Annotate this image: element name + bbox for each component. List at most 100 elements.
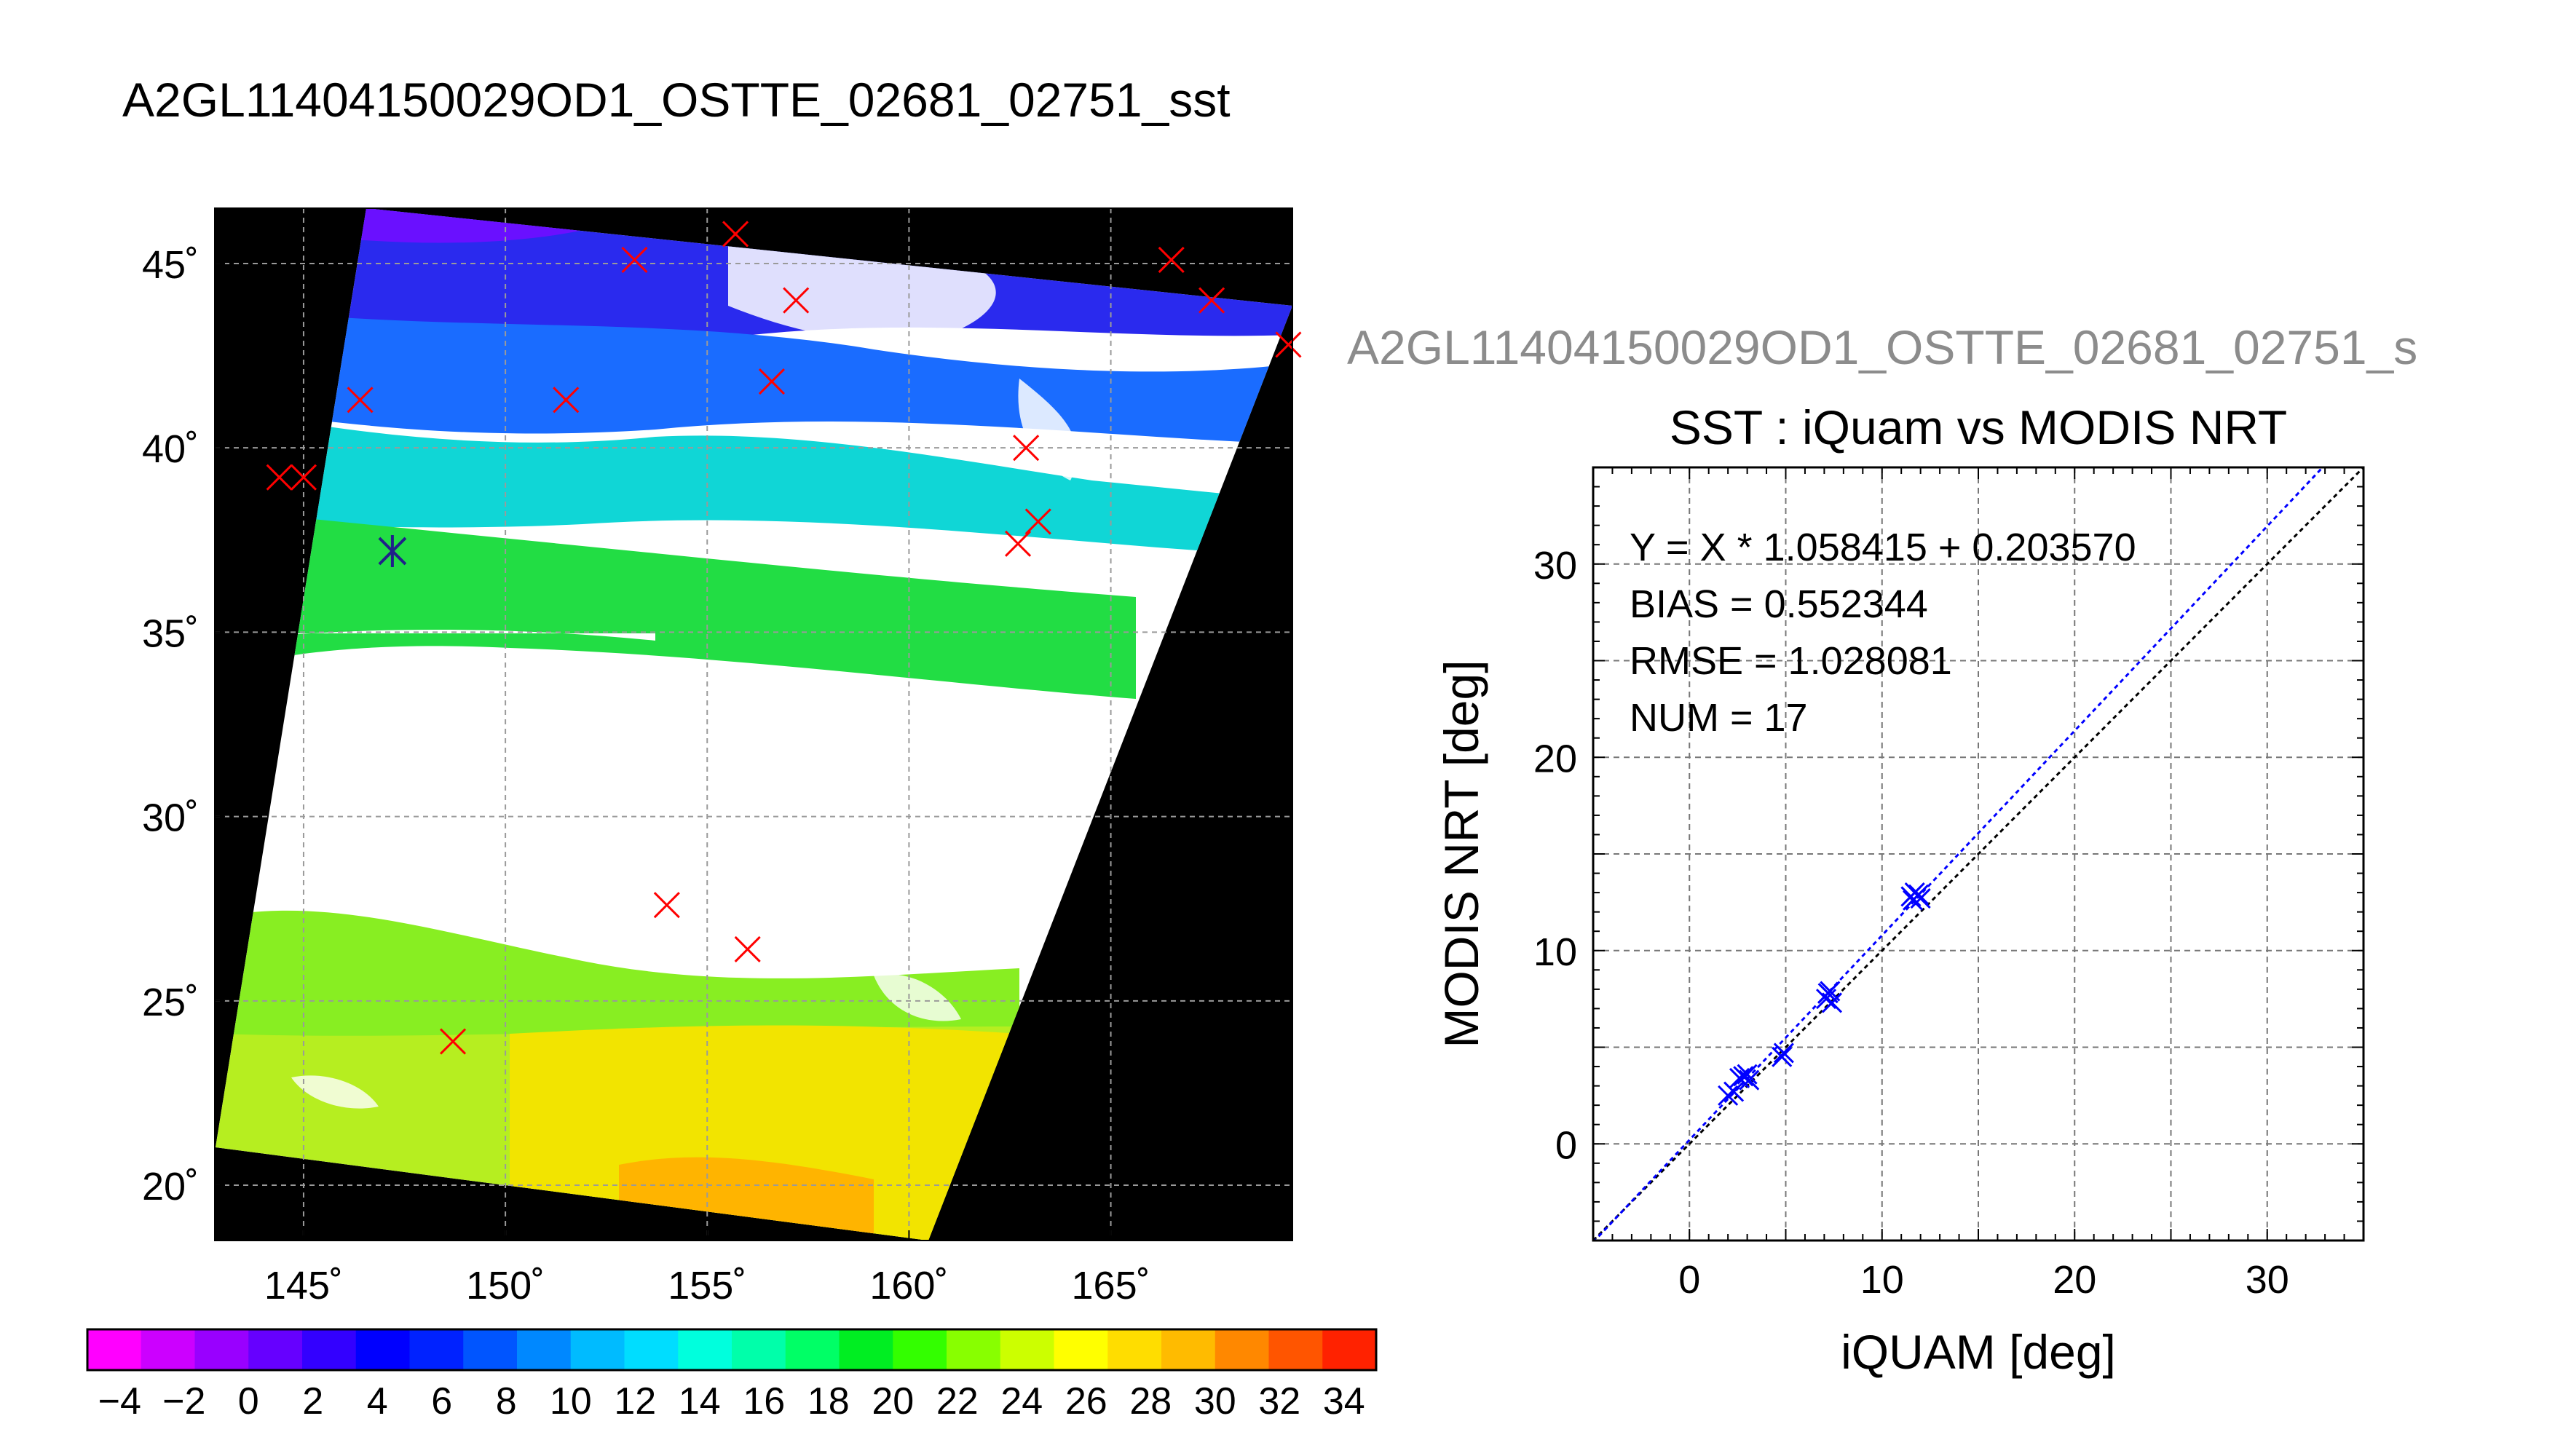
colorbar-tick-label: 4 bbox=[367, 1380, 388, 1423]
rmse-label: RMSE = 1.028081 bbox=[1630, 639, 1952, 683]
map-marker-red bbox=[553, 387, 580, 414]
scatter-point bbox=[1910, 888, 1931, 909]
map-marker-red-stroke bbox=[653, 892, 680, 919]
colorbar-tick-label: 12 bbox=[614, 1380, 656, 1423]
scatter-point bbox=[1737, 1064, 1758, 1085]
scatter-point-stroke bbox=[1772, 1046, 1793, 1067]
scatter-x-tick-label: 10 bbox=[1860, 1258, 1904, 1302]
map-y-tick-label: 30˚ bbox=[142, 796, 199, 840]
scatter-ticks: 0 10 20 30 0 10 20 30 bbox=[1533, 467, 2364, 1302]
scatter-point-stroke bbox=[1723, 1081, 1745, 1102]
scatter-point bbox=[1733, 1066, 1754, 1087]
colorbar-cell bbox=[355, 1329, 411, 1370]
scatter-subtitle: A2GL11404150029OD1_OSTTE_02681_02751_s bbox=[1347, 320, 2417, 374]
satellite-swath bbox=[216, 208, 1292, 1241]
map-marker-red bbox=[1158, 246, 1185, 273]
map-marker-red bbox=[266, 464, 293, 491]
scatter-point bbox=[1718, 1085, 1739, 1106]
colorbar-cell bbox=[1107, 1329, 1162, 1370]
num-label: NUM = 17 bbox=[1630, 696, 1808, 740]
scatter-title: SST : iQuam vs MODIS NRT bbox=[1670, 400, 2287, 454]
one-to-one-line bbox=[1593, 467, 2364, 1241]
colorbar-cell bbox=[570, 1329, 625, 1370]
colorbar-tick-label: 32 bbox=[1258, 1380, 1300, 1423]
colorbar-cell bbox=[1215, 1329, 1270, 1370]
map-marker-red bbox=[1275, 331, 1302, 358]
sst-map: 145˚ 150˚ 155˚ 160˚ 165˚ 20˚ 25˚ 30˚ 35˚ 40˚ 45˚ bbox=[142, 207, 1302, 1307]
map-marker-red bbox=[1198, 287, 1225, 314]
map-marker-red bbox=[1005, 530, 1032, 557]
scatter-point bbox=[1903, 890, 1924, 911]
map-x-tick-label: 165˚ bbox=[1072, 1264, 1150, 1307]
colorbar-cells bbox=[87, 1329, 1377, 1370]
colorbar-tick-label: 34 bbox=[1323, 1380, 1365, 1423]
scatter-annotations: Y = X * 1.058415 + 0.203570 BIAS = 0.552… bbox=[1630, 526, 2136, 740]
colorbar: −4 −2 0 2 4 6 8 10 12 14 16 18 20 22 24 26 28 30 32 34 bbox=[86, 1328, 1378, 1423]
map-marker-red-stroke bbox=[553, 387, 580, 414]
colorbar-tick-label: 16 bbox=[743, 1380, 785, 1423]
scatter-lines bbox=[1593, 467, 2364, 1241]
colorbar-frame bbox=[86, 1328, 1378, 1372]
scatter-point-stroke bbox=[1773, 1042, 1794, 1064]
scatter-point bbox=[1773, 1042, 1794, 1064]
colorbar-cell bbox=[785, 1329, 840, 1370]
map-marker-red-stroke bbox=[347, 387, 374, 414]
colorbar-cell bbox=[839, 1329, 893, 1370]
map-marker-red bbox=[758, 368, 786, 395]
colorbar-cell bbox=[302, 1329, 357, 1370]
scatter-point bbox=[1820, 981, 1841, 1002]
scatter-points bbox=[1718, 882, 1931, 1106]
colorbar-tick-label: 6 bbox=[431, 1380, 452, 1423]
scatter-point-stroke bbox=[1821, 992, 1843, 1013]
scatter-y-tick-label: 0 bbox=[1555, 1123, 1577, 1167]
map-marker-red-stroke bbox=[1005, 530, 1032, 557]
bias-label: BIAS = 0.552344 bbox=[1630, 582, 1928, 626]
colorbar-cell bbox=[463, 1329, 518, 1370]
map-marker-red-stroke bbox=[1158, 246, 1185, 273]
colorbar-tick-label: 8 bbox=[496, 1380, 517, 1423]
scatter-plot: 0 10 20 30 0 10 20 30 Y = X * 1.058415 + 0.2035… bbox=[1434, 466, 2365, 1379]
map-marker-red-stroke bbox=[1198, 287, 1225, 314]
fit-line bbox=[1593, 467, 2324, 1241]
scatter-xlabel: iQUAM [deg] bbox=[1841, 1325, 2116, 1379]
map-marker-red bbox=[439, 1028, 467, 1055]
map-x-tick-label: 150˚ bbox=[466, 1264, 545, 1307]
map-marker-red bbox=[722, 221, 749, 248]
map-x-tick-label: 160˚ bbox=[869, 1264, 948, 1307]
scatter-grid bbox=[1593, 467, 2364, 1241]
scatter-point bbox=[1723, 1081, 1745, 1102]
colorbar-tick-label: 20 bbox=[872, 1380, 914, 1423]
map-marker-red bbox=[290, 464, 317, 491]
colorbar-tick-label: −4 bbox=[98, 1380, 141, 1423]
scatter-point-stroke bbox=[1739, 1069, 1760, 1091]
map-marker-red bbox=[621, 246, 648, 273]
colorbar-tick-label: 18 bbox=[807, 1380, 850, 1423]
colorbar-tick-label: 10 bbox=[550, 1380, 592, 1423]
scatter-point-stroke bbox=[1718, 1085, 1739, 1106]
scatter-y-tick-label: 20 bbox=[1533, 737, 1577, 780]
colorbar-tick-label: 24 bbox=[1000, 1380, 1043, 1423]
map-marker-red-stroke bbox=[1024, 508, 1051, 535]
colorbar-tick-label: 30 bbox=[1194, 1380, 1236, 1423]
colorbar-cell bbox=[678, 1329, 732, 1370]
map-marker-red-stroke bbox=[621, 246, 648, 273]
map-y-tick-label: 35˚ bbox=[142, 612, 199, 655]
colorbar-cell bbox=[141, 1329, 196, 1370]
map-markers bbox=[266, 221, 1302, 1055]
colorbar-tick-label: 14 bbox=[679, 1380, 721, 1423]
map-marker-red bbox=[783, 287, 810, 314]
scatter-x-tick-label: 0 bbox=[1678, 1258, 1700, 1302]
colorbar-tick-label: 26 bbox=[1065, 1380, 1107, 1423]
colorbar-cell bbox=[947, 1329, 1001, 1370]
colorbar-cell bbox=[1322, 1329, 1377, 1370]
map-frame bbox=[214, 207, 1293, 1241]
colorbar-tick-label: −2 bbox=[162, 1380, 205, 1423]
map-marker-red-stroke bbox=[290, 464, 317, 491]
map-marker-red bbox=[653, 892, 680, 919]
colorbar-labels: −4 −2 0 2 4 6 8 10 12 14 16 18 20 22 24 26 28 30 32 34 bbox=[98, 1380, 1365, 1423]
scatter-point-stroke bbox=[1820, 981, 1841, 1002]
map-x-tick-label: 145˚ bbox=[264, 1264, 343, 1307]
map-grid bbox=[215, 208, 1292, 1241]
map-marker-red-stroke bbox=[266, 464, 293, 491]
scatter-point-stroke bbox=[1737, 1064, 1758, 1085]
